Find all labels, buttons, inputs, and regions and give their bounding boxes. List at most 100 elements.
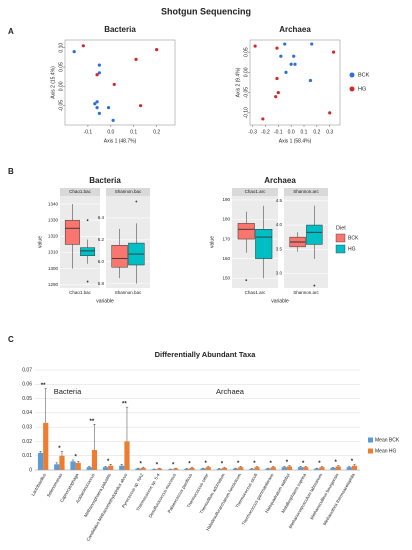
x-tick-label: Shannon.bac (115, 290, 142, 295)
y-tick-label: 1290 (48, 282, 59, 287)
bar (221, 467, 228, 470)
legend-title: Diet (336, 225, 346, 231)
x-tick-label: -0.3 (248, 129, 257, 135)
bar (335, 466, 341, 470)
y-tick-label: 0.00 (58, 81, 64, 91)
y-tick-label: -0.05 (243, 87, 249, 99)
significance: * (351, 459, 354, 465)
y-tick-label: 0.02 (22, 439, 32, 445)
y-tick-label: 5.8 (98, 281, 105, 286)
strip (232, 188, 278, 196)
y-tick-label: 0.07 (22, 367, 32, 373)
bar (43, 422, 49, 470)
legend-label: HG (348, 246, 356, 252)
strip-label: Shannon.bac (115, 189, 142, 194)
bar (346, 467, 352, 470)
point (274, 95, 278, 99)
significance: * (107, 459, 110, 465)
x-tick-label: Methanoculleus bourgensis (309, 473, 339, 521)
y-tick-label: 1330 (48, 217, 59, 222)
bar (124, 441, 130, 470)
x-tick-label: Lactobacillus (30, 473, 47, 497)
bar (108, 465, 114, 470)
significance: * (221, 462, 224, 468)
significance: * (139, 462, 142, 468)
y-tick-label: 1320 (48, 234, 59, 239)
point (276, 91, 280, 95)
significance: * (269, 461, 272, 467)
point (112, 82, 116, 87)
x-axis-label: Axis 1 (48.7%) (104, 138, 137, 144)
point (95, 73, 99, 77)
y-tick-label: 0 (29, 467, 32, 473)
y-tick-label: -0.10 (243, 107, 249, 119)
bar (173, 468, 179, 470)
bar (37, 452, 44, 470)
point (283, 42, 287, 46)
y-tick-label: 170 (222, 236, 230, 241)
panel-label: A (8, 27, 14, 36)
outlier (135, 200, 138, 203)
significance: * (286, 460, 289, 466)
plot-frame (249, 39, 341, 126)
y-tick-label: 0.05 (58, 62, 64, 72)
bar (184, 468, 190, 470)
point (97, 63, 101, 67)
y-tick-label: 0.06 (22, 382, 32, 388)
legend-swatch (335, 244, 346, 254)
bar (189, 467, 195, 470)
legend-swatch (368, 437, 373, 443)
figure-title: Shotgun Sequencing (161, 6, 251, 16)
bar (59, 455, 65, 470)
bar (330, 467, 336, 470)
bar (270, 467, 276, 470)
box (306, 224, 323, 245)
x-axis-label: variable (271, 298, 289, 304)
significance: ** (41, 383, 46, 389)
x-axis-label: Axis 1 (58.4%) (279, 138, 312, 144)
bar (167, 469, 174, 470)
y-tick-label: 0.00 (243, 67, 249, 77)
bar (297, 467, 304, 470)
bar (119, 465, 125, 470)
chart-title: Differentially Abundant Taxa (155, 350, 257, 359)
y-tick-label: -0.05 (58, 100, 64, 112)
x-tick-label: -0.1 (84, 129, 93, 135)
y-tick-label: 190 (222, 197, 230, 202)
significance: ** (122, 402, 127, 408)
point (275, 46, 279, 50)
bar (205, 467, 211, 470)
point (331, 50, 336, 54)
box (237, 223, 255, 240)
y-tick-label: 0.01 (22, 453, 32, 459)
point (275, 76, 279, 81)
significance: * (156, 463, 159, 469)
y-tick-label: 1310 (48, 250, 59, 255)
strip-label: Chao1.arc (245, 189, 267, 194)
point (261, 117, 265, 121)
significance: ** (90, 419, 95, 425)
box (64, 219, 80, 245)
bar (303, 467, 309, 470)
point (134, 57, 138, 61)
bar (249, 468, 255, 470)
point (253, 44, 257, 48)
x-tick-label: 0.3 (326, 129, 333, 135)
bar (351, 465, 358, 470)
y-tick-label: 4.5 (276, 198, 283, 203)
box (80, 247, 96, 256)
box (255, 229, 273, 259)
bar (156, 468, 163, 470)
strip (284, 188, 328, 196)
point (292, 54, 296, 58)
outlier (86, 280, 89, 283)
y-tick-label: 0.05 (22, 396, 32, 402)
legend-swatch (349, 86, 355, 92)
significance: * (302, 461, 305, 467)
strip (60, 188, 100, 196)
bar (238, 467, 244, 470)
group-label: Archaea (216, 387, 245, 396)
bar (265, 468, 271, 470)
bar (319, 467, 325, 470)
x-tick-label: 0.2 (153, 129, 160, 135)
